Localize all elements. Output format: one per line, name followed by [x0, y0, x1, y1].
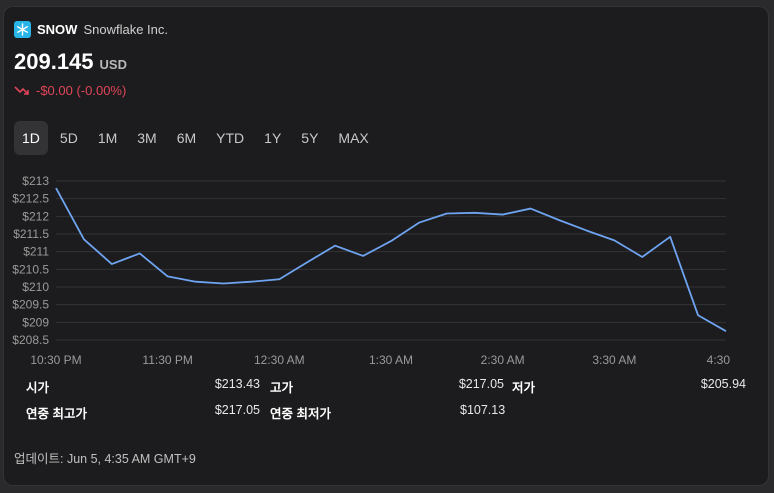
tab-ytd[interactable]: YTD	[216, 130, 245, 146]
price-chart: $213 $212.5 $212 $211.5 $211 $210.5 $210 $209.5…	[12, 174, 731, 367]
quote-card: SNOW Snowflake Inc. 209.145 USD -$0.00 (…	[3, 6, 769, 486]
y-tick-label: $211	[23, 245, 49, 259]
x-tick-label: 10:30 PM	[30, 353, 81, 367]
last-updated: 업데이트: Jun 5, 4:35 AM GMT+9	[14, 452, 196, 466]
tab-3m[interactable]: 3M	[137, 130, 157, 146]
tab-5d[interactable]: 5D	[59, 130, 78, 146]
y-tick-label: $209	[22, 315, 49, 329]
y-tick-label: $213	[22, 174, 49, 188]
tab-max[interactable]: MAX	[338, 130, 369, 146]
tab-1m[interactable]: 1M	[97, 130, 118, 146]
tab-1d[interactable]: 1D	[14, 121, 48, 155]
ticker-symbol: SNOW	[37, 22, 78, 37]
tab-1y[interactable]: 1Y	[264, 130, 282, 146]
open-label: 시가	[26, 381, 50, 395]
low-value: $205.94	[700, 377, 746, 391]
year-high-label: 연중 최고가	[26, 407, 87, 421]
x-tick-label: 12:30 AM	[254, 353, 305, 367]
x-tick-label: 1:30 AM	[369, 353, 413, 367]
tab-5y[interactable]: 5Y	[301, 130, 319, 146]
stats-table: 시가 $213.43 고가 $217.05 저가 $205.94 연중 최고가 …	[26, 377, 756, 429]
y-tick-label: $212.5	[12, 192, 49, 206]
high-value: $217.05	[458, 377, 504, 391]
y-tick-label: $209.5	[12, 298, 49, 312]
y-tick-label: $210.5	[12, 262, 49, 276]
tab-6m[interactable]: 6M	[176, 130, 197, 146]
x-tick-label: 2:30 AM	[481, 353, 525, 367]
y-tick-label: $208.5	[12, 333, 49, 347]
currency-label: USD	[99, 57, 127, 72]
price-change: -$0.00 (-0.00%)	[14, 83, 126, 98]
snowflake-icon	[14, 21, 31, 38]
year-high-value: $217.05	[214, 403, 260, 417]
change-value: -$0.00 (-0.00%)	[36, 83, 127, 98]
company-name: Snowflake Inc.	[83, 22, 168, 37]
stats-row-2: 연중 최고가 $217.05 연중 최저가 $107.13	[26, 403, 756, 429]
price-line	[55, 187, 727, 332]
y-tick-label: $212	[22, 209, 49, 223]
year-low-value: $107.13	[460, 403, 506, 417]
year-low-label: 연중 최저가	[270, 407, 331, 421]
low-label: 저가	[512, 381, 536, 395]
trend-down-icon	[14, 85, 29, 95]
x-tick-label: 3:30 AM	[592, 353, 636, 367]
range-tabs: 1D 5D 1M 3M 6M YTD 1Y 5Y MAX	[14, 121, 377, 155]
stats-row-1: 시가 $213.43 고가 $217.05 저가 $205.94	[26, 377, 756, 403]
high-label: 고가	[270, 381, 294, 395]
current-price: 209.145	[14, 49, 94, 74]
y-tick-label: $211.5	[13, 227, 49, 241]
open-value: $213.43	[214, 377, 260, 391]
price-display: 209.145 USD	[14, 49, 127, 75]
x-tick-label: 11:30 PM	[142, 353, 192, 367]
y-tick-label: $210	[22, 280, 49, 294]
ticker-header: SNOW Snowflake Inc.	[14, 21, 168, 38]
x-tick-label: 4:30	[707, 353, 731, 367]
